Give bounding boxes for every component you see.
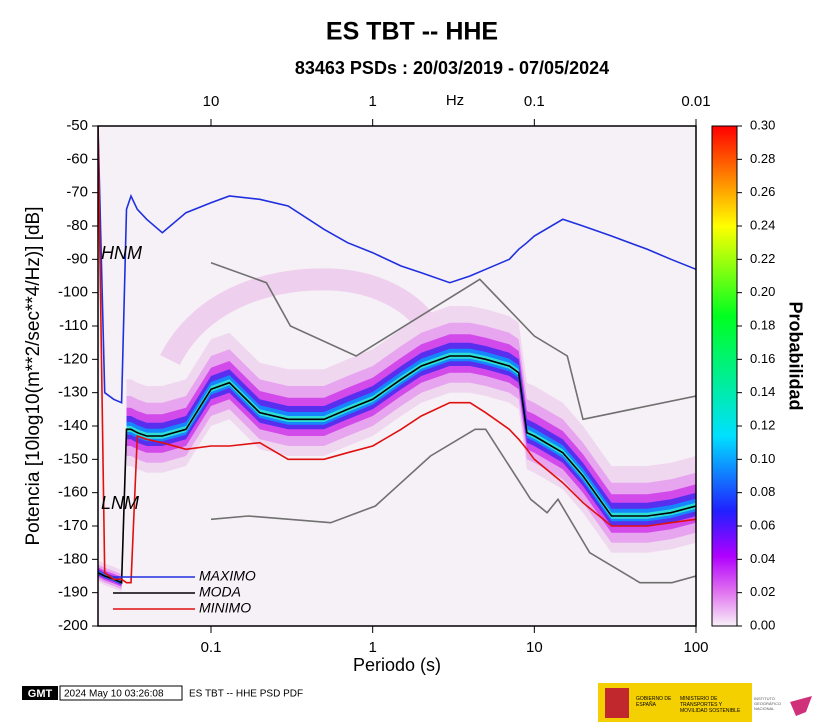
colorbar-tick-label: 0.00: [750, 617, 775, 632]
series-line: [98, 126, 696, 404]
y-tick-label: -190: [58, 584, 88, 601]
y-tick-label: -70: [66, 184, 88, 201]
timestamp-box: [59, 685, 183, 701]
colorbar-tick-label: 0.22: [750, 251, 775, 266]
y-tick-label: -130: [58, 384, 88, 401]
series-line: [98, 355, 696, 584]
colorbar-tick-label: 0.12: [750, 417, 775, 432]
legend-label: MAXIMO: [199, 568, 256, 584]
colorbar-tick-label: 0.08: [750, 484, 775, 499]
y-tick-label: -200: [58, 617, 88, 634]
y-tick-label: -90: [66, 250, 88, 267]
colorbar-tick-label: 0.28: [750, 151, 775, 166]
colorbar-tick-label: 0.04: [750, 551, 775, 566]
colorbar-tick-label: 0.30: [750, 117, 775, 132]
y-tick-label: -160: [58, 484, 88, 501]
colorbar-tick-label: 0.02: [750, 584, 775, 599]
lines-layer: [98, 126, 696, 584]
ministry-text: MINISTERIO DE TRANSPORTES Y MOVILIDAD SO…: [680, 696, 741, 714]
y-tick-label: -140: [58, 417, 88, 434]
colorbar: [711, 125, 738, 627]
x2-tick-label: 0.01: [681, 93, 710, 110]
x-tick-label: 1: [368, 639, 376, 656]
series-line: [210, 261, 696, 421]
colorbar-tick-label: 0.06: [750, 517, 775, 532]
timestamp: 2024 May 10 03:26:08: [64, 689, 164, 700]
colorbar-tick-label: 0.10: [750, 451, 775, 466]
x-tick-label: 100: [683, 639, 708, 656]
gmt-logo-text: GMT: [28, 688, 53, 700]
colorbar-tick-label: 0.14: [750, 384, 775, 399]
x2-tick-label: 1: [368, 93, 376, 110]
model-label: LNM: [101, 493, 139, 513]
density-band: [126, 342, 696, 526]
ign-logo: [790, 696, 812, 716]
institute-text: INSTITUTO GEOGRÁFICO NACIONAL: [754, 696, 782, 711]
legend-label: MINIMO: [199, 600, 251, 616]
x-label: Periodo (s): [353, 655, 441, 675]
gov-text-box: GOBIERNO DE ESPAÑA: [636, 696, 672, 708]
y-tick-label: -60: [66, 150, 88, 167]
y-tick-label: -150: [58, 450, 88, 467]
density-band: [126, 306, 696, 553]
chart-title: ES TBT -- HHE: [326, 18, 498, 46]
gmt-logo: [22, 686, 58, 700]
y-label: Potencia [10log10(m**2/sec**4/Hz)] [dB]: [23, 206, 44, 545]
density-arc: [160, 268, 440, 366]
chart-subtitle: 83463 PSDs : 20/03/2019 - 07/05/2024: [295, 58, 609, 78]
colorbar-tick-label: 0.20: [750, 284, 775, 299]
y-tick-label: -50: [66, 117, 88, 134]
colorbar-tick-label: 0.16: [750, 351, 775, 366]
colorbar-tick-label: 0.18: [750, 317, 775, 332]
x2-tick-label: 0.1: [524, 93, 545, 110]
y-tick-label: -170: [58, 517, 88, 534]
caption: ES TBT -- HHE PSD PDF: [189, 689, 303, 700]
y-tick-label: -100: [58, 284, 88, 301]
x2-tick-label: 10: [203, 93, 220, 110]
institute-box: INSTITUTO GEOGRÁFICO NACIONAL: [754, 696, 782, 711]
legend-label: MODA: [199, 584, 241, 600]
x2-label: Hz: [446, 92, 464, 109]
y-tick-label: -80: [66, 217, 88, 234]
x-tick-label: 0.1: [201, 639, 222, 656]
ministry-box: MINISTERIO DE TRANSPORTES Y MOVILIDAD SO…: [680, 696, 741, 714]
series-line: [210, 428, 696, 584]
gov-text: GOBIERNO DE ESPAÑA: [636, 696, 672, 708]
y-tick-label: -120: [58, 350, 88, 367]
colorbar-tick-label: 0.26: [750, 184, 775, 199]
plot-frame: [97, 125, 697, 627]
gov-emblem: [605, 688, 629, 718]
x-tick-label: 10: [526, 639, 543, 656]
y-tick-label: -180: [58, 550, 88, 567]
model-label: HNM: [101, 243, 142, 263]
series-line: [98, 126, 696, 584]
y-tick-label: -110: [59, 317, 88, 334]
colorbar-label: Probabilidad: [785, 301, 805, 410]
colorbar-tick-label: 0.24: [750, 217, 775, 232]
